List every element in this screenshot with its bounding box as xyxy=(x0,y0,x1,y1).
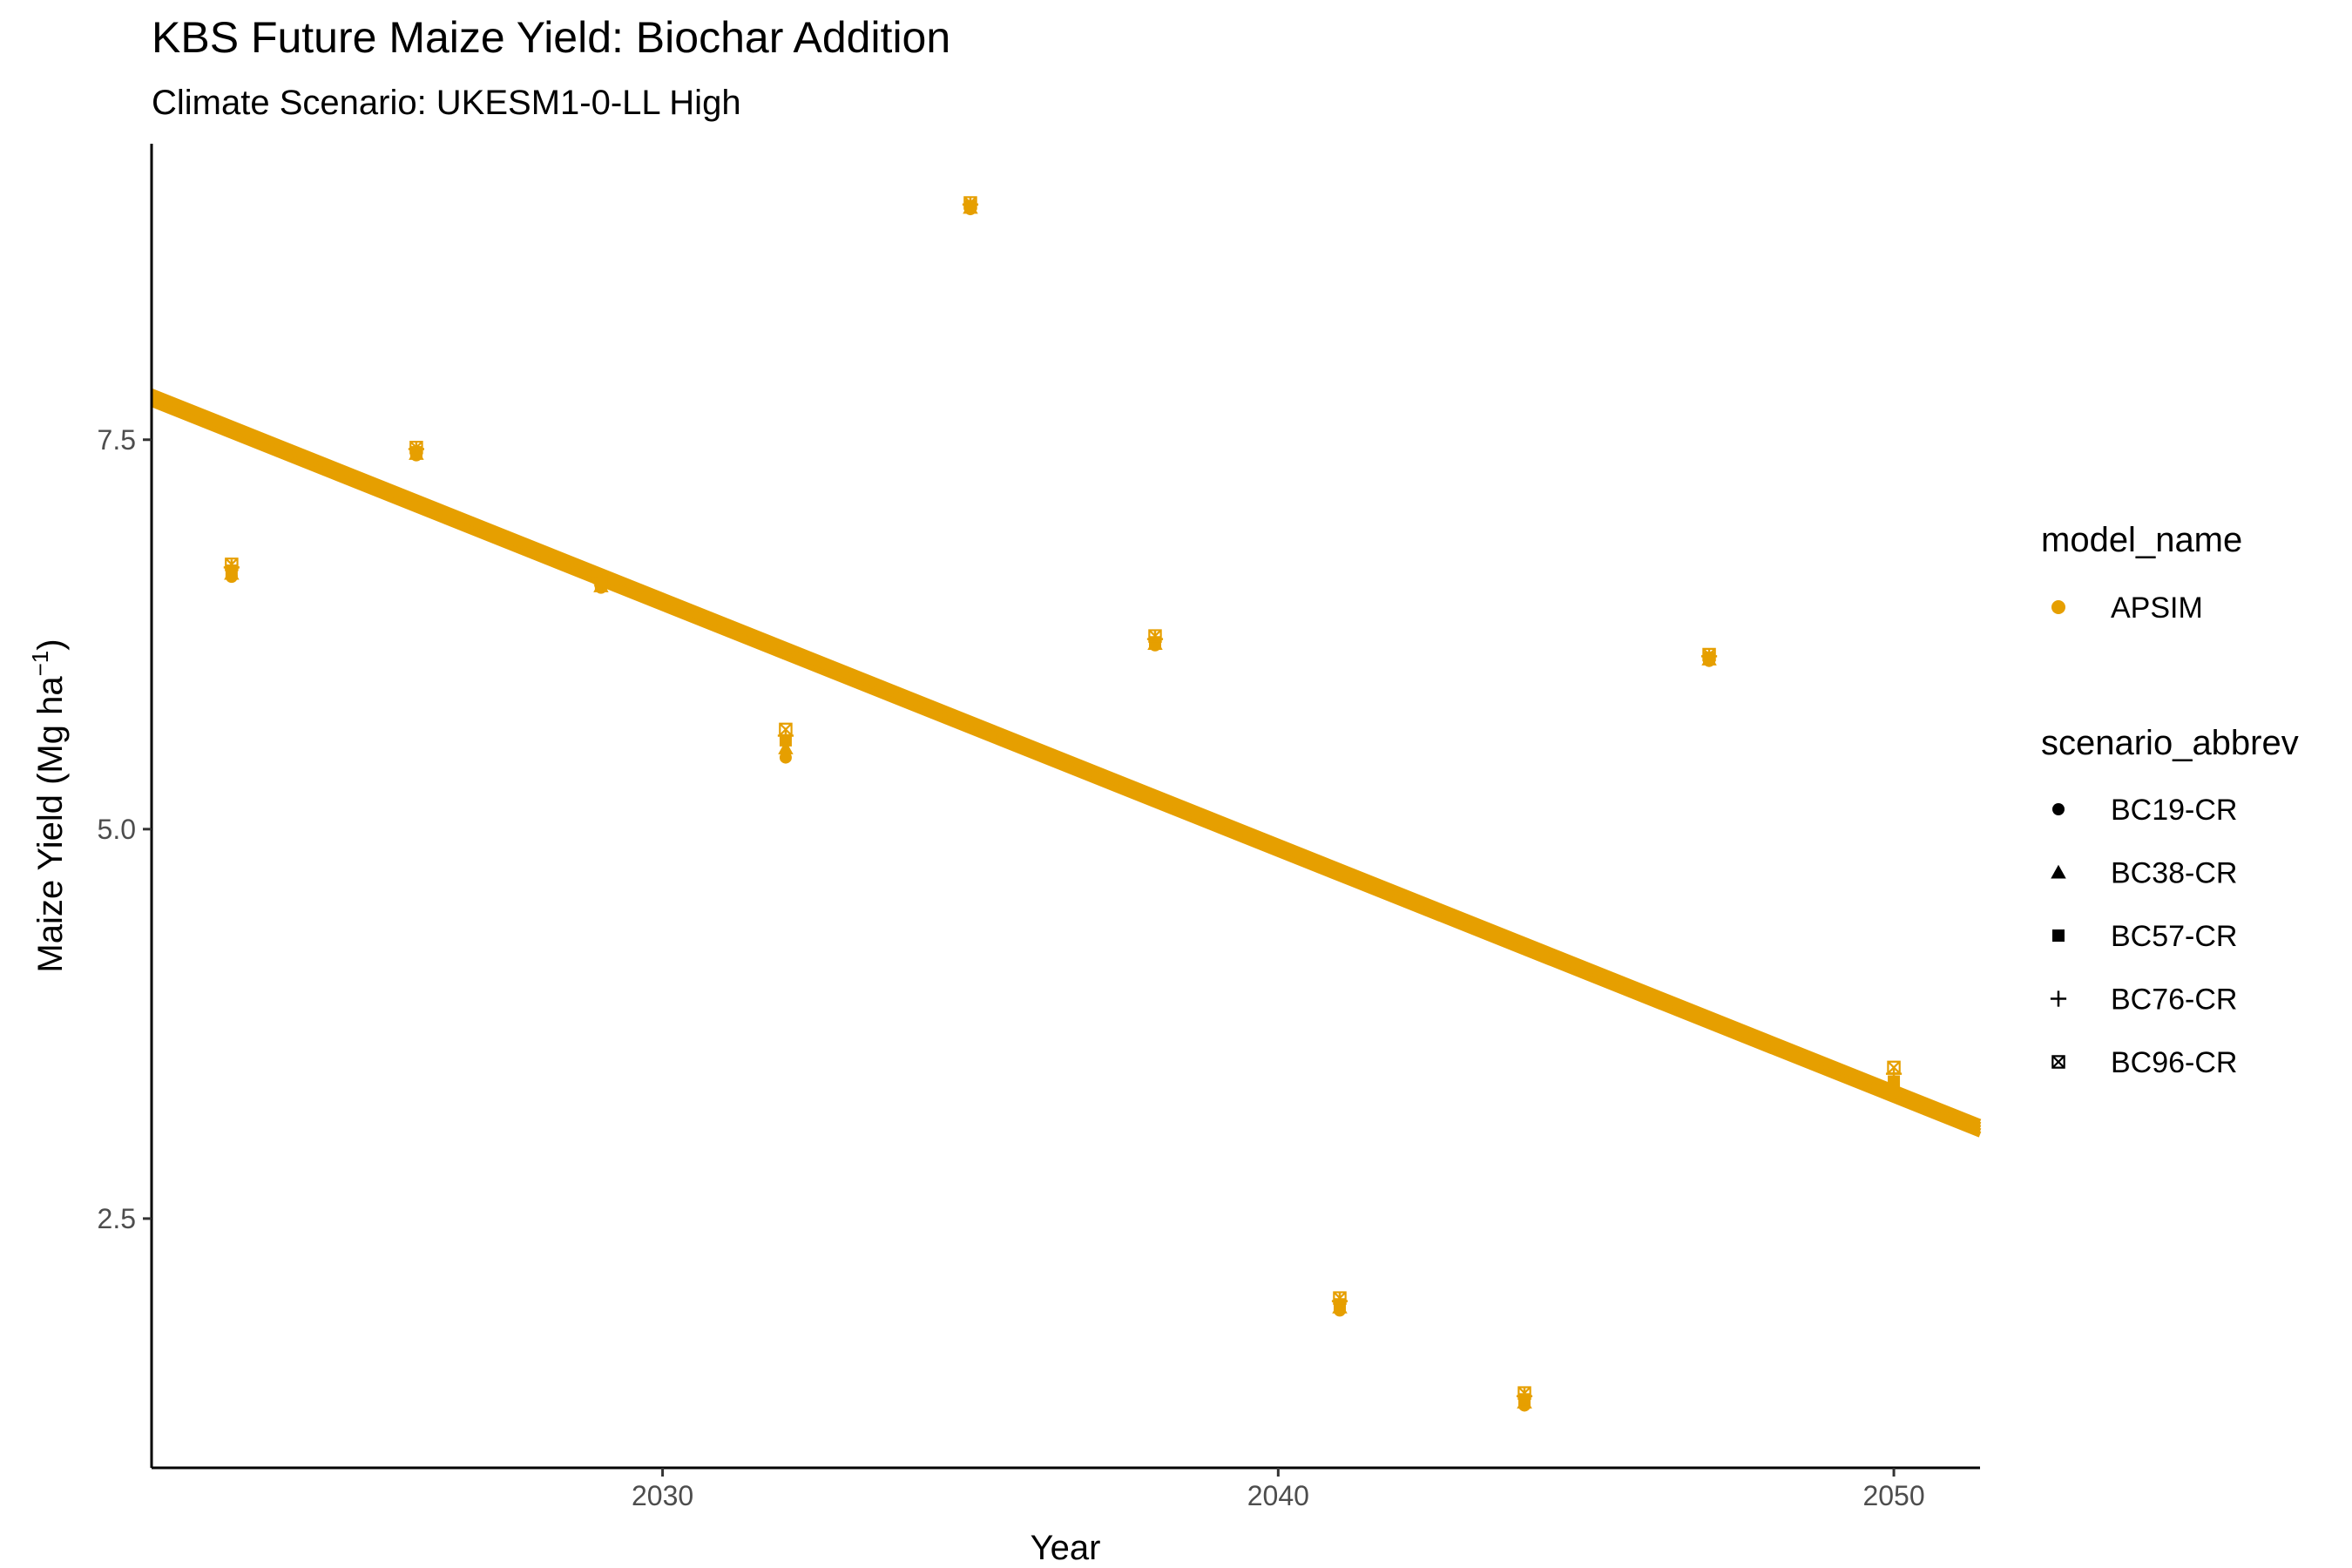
data-point xyxy=(1333,1291,1347,1305)
data-point xyxy=(1702,647,1716,662)
x-tick-label: 2030 xyxy=(632,1480,693,1511)
legend-label-scenario: BC19-CR xyxy=(2111,794,2237,827)
legend: model_name APSIM scenario_abbrev BC19-CR… xyxy=(2041,521,2299,1079)
data-point xyxy=(779,751,792,764)
legend-key-bc19-cr xyxy=(2052,803,2065,815)
data-point xyxy=(1517,1386,1531,1400)
legend-title-scenario: scenario_abbrev xyxy=(2041,724,2299,762)
data-point xyxy=(779,722,793,737)
x-tick-label: 2050 xyxy=(1862,1480,1924,1511)
y-axis-title-main: Maize Yield (Mg ha xyxy=(31,676,70,973)
y-tick-label: 2.5 xyxy=(98,1203,136,1234)
data-point xyxy=(225,558,239,571)
y-tick-label: 7.5 xyxy=(98,424,136,456)
y-tick-label: 5.0 xyxy=(98,814,136,845)
legend-key-bc76-cr xyxy=(2050,990,2067,1007)
legend-key-apsim xyxy=(2051,600,2065,614)
legend-scenarios: BC19-CR BC38-CR BC57-CR BC76-CR BC96-CR xyxy=(2050,794,2237,1079)
data-point xyxy=(594,572,608,587)
data-point xyxy=(1148,629,1162,643)
plot-panel xyxy=(150,196,1982,1412)
legend-label-scenario: BC38-CR xyxy=(2111,857,2237,890)
legend-label-scenario: BC76-CR xyxy=(2111,983,2237,1017)
legend-models: APSIM xyxy=(2051,591,2203,625)
data-point xyxy=(963,196,977,210)
chart-title: KBS Future Maize Yield: Biochar Addition xyxy=(152,13,950,62)
y-axis-title-sup: −1 xyxy=(27,651,53,677)
data-point xyxy=(1887,1060,1901,1075)
y-axis-title: Maize Yield (Mg ha−1) xyxy=(27,639,70,972)
chart-subtitle: Climate Scenario: UKESM1-0-LL High xyxy=(152,84,741,122)
trend-lines xyxy=(150,389,1982,1138)
x-tick-label: 2040 xyxy=(1247,1480,1309,1511)
legend-label-scenario: BC96-CR xyxy=(2111,1046,2237,1079)
legend-label-model: APSIM xyxy=(2111,591,2203,625)
legend-key-bc57-cr xyxy=(2052,929,2065,942)
trend-line xyxy=(150,389,1982,1125)
data-point xyxy=(409,440,423,455)
y-axis-ticks: 2.5 5.0 7.5 xyxy=(98,424,152,1234)
data-point xyxy=(778,740,794,754)
data-points xyxy=(223,196,1903,1412)
legend-label-scenario: BC57-CR xyxy=(2111,920,2237,953)
legend-title-model: model_name xyxy=(2041,521,2242,559)
x-axis-ticks: 2030 2040 2050 xyxy=(632,1468,1925,1511)
x-axis-title: Year xyxy=(1031,1529,1101,1567)
y-axis-title-end: ) xyxy=(31,639,70,650)
legend-key-bc38-cr xyxy=(2051,864,2066,879)
legend-key-bc96-cr xyxy=(2051,1055,2065,1069)
